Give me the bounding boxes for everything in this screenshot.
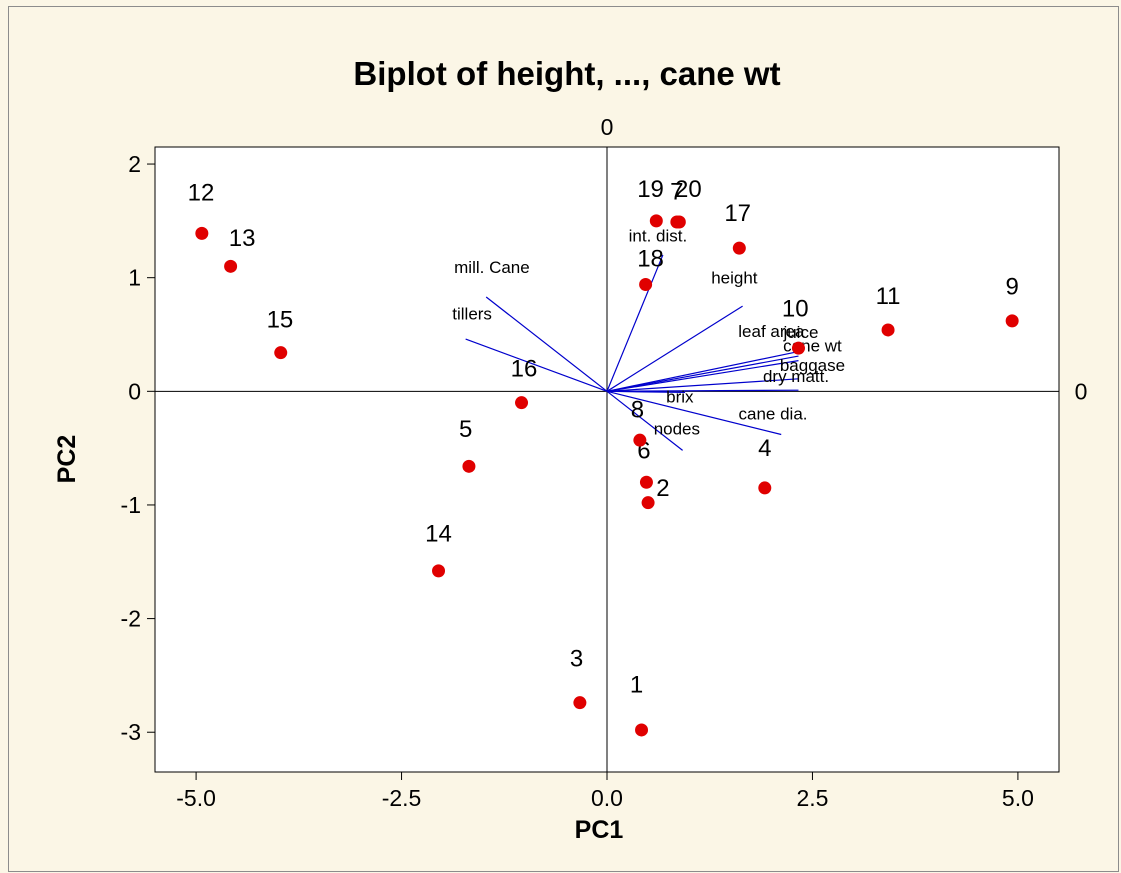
vector-label-int-dist: int. dist.: [629, 226, 688, 245]
x-tick-label: -5.0: [176, 785, 216, 811]
x-tick-label: 5.0: [1002, 785, 1034, 811]
vector-label-dry-matt: dry matt.: [763, 367, 829, 386]
vector-dry-matt: [606, 389, 799, 392]
vector-brix: [606, 390, 686, 394]
point-label-16: 16: [511, 356, 538, 383]
point-label-8: 8: [631, 396, 644, 423]
loading-vectors: mill. Cane tillers int. dist. height leaf ar…: [452, 226, 845, 451]
chart-title: Biplot of height, ..., cane wt: [353, 55, 780, 92]
vector-cane-dia: [606, 390, 782, 436]
point-label-12: 12: [188, 179, 215, 206]
point-label-20: 20: [675, 176, 702, 203]
point-label-13: 13: [229, 225, 256, 252]
point-label-2: 2: [656, 475, 669, 502]
point-11: [881, 323, 895, 337]
vector-label-baggase: baggase: [780, 356, 845, 375]
vertical-reference-label: 0: [601, 114, 614, 140]
vector-label-height: height: [711, 268, 758, 287]
vector-label-mill-cane: mill. Cane: [454, 258, 530, 277]
point-label-4: 4: [758, 435, 771, 462]
point-10: [791, 341, 805, 355]
x-tick-label: 0.0: [591, 785, 623, 811]
point-16: [515, 396, 529, 410]
point-label-15: 15: [267, 307, 294, 334]
point-1: [635, 723, 649, 737]
vector-nodes: [606, 390, 683, 451]
x-tick-label: 2.5: [796, 785, 828, 811]
vector-juice: [606, 355, 799, 392]
vector-tillers: [465, 338, 608, 392]
point-2: [641, 496, 655, 510]
x-tick-label: -2.5: [382, 785, 422, 811]
chart-frame: Biplot of height, ..., cane wt 0 0 -5.0 -2…: [8, 6, 1119, 872]
vector-int-dist: [606, 254, 664, 392]
point-label-11: 11: [876, 283, 901, 310]
vector-label-nodes: nodes: [654, 420, 700, 439]
point-label-7: 7: [670, 178, 683, 205]
point-19: [649, 214, 663, 228]
y-tick-label: 1: [128, 265, 141, 291]
vector-label-leaf-area: leaf area: [738, 322, 805, 341]
point-label-14: 14: [425, 520, 452, 547]
vector-label-juice: juice: [782, 323, 818, 342]
vector-label-cane-wt: cane wt: [783, 337, 842, 356]
y-tick-label: -3: [121, 719, 141, 745]
point-6: [639, 475, 653, 489]
y-tick-label: 2: [128, 151, 141, 177]
point-12: [195, 226, 209, 240]
point-20: [672, 215, 686, 229]
vector-label-tillers: tillers: [452, 305, 492, 324]
point-label-1: 1: [630, 671, 643, 698]
point-18: [639, 278, 653, 291]
biplot-chart: Biplot of height, ..., cane wt 0 0 -5.0 -2…: [53, 55, 1088, 844]
horizontal-reference-label: 0: [1075, 378, 1088, 404]
vector-label-cane-dia: cane dia.: [739, 405, 808, 424]
point-label-10: 10: [782, 295, 809, 322]
y-tick-label: -1: [121, 492, 141, 518]
vector-cane-wt: [606, 360, 799, 392]
vector-mill-cane: [485, 296, 608, 392]
vector-baggase: [606, 378, 799, 392]
x-axis-title: PC1: [575, 816, 624, 844]
point-17: [732, 241, 746, 255]
y-tick-label: -2: [121, 606, 141, 632]
y-axis-title: PC2: [53, 435, 81, 484]
vector-label-brix: brix: [666, 388, 694, 407]
point-4: [758, 481, 772, 495]
point-8: [633, 433, 647, 447]
vector-leaf-area: [606, 350, 799, 392]
point-3: [573, 696, 587, 710]
point-14: [432, 564, 446, 578]
point-15: [274, 346, 288, 360]
point-label-17: 17: [724, 200, 751, 227]
point-9: [1005, 314, 1019, 328]
point-13: [224, 259, 238, 273]
point-label-18: 18: [637, 245, 664, 272]
point-label-9: 9: [1005, 274, 1018, 301]
vector-height: [606, 305, 743, 392]
point-label-5: 5: [459, 416, 472, 443]
y-tick-label: 0: [128, 378, 141, 404]
point-5: [462, 459, 476, 473]
point-label-19: 19: [637, 176, 664, 203]
point-label-3: 3: [570, 645, 583, 672]
